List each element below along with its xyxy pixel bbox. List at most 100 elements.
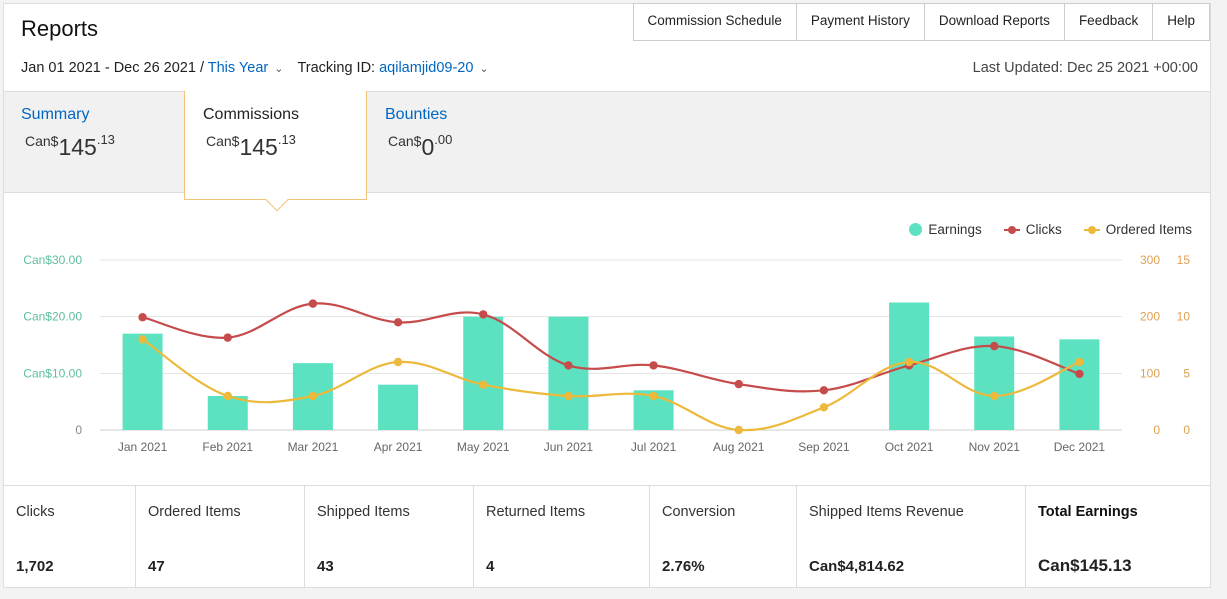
x-tick-label: Jul 2021 [631, 440, 677, 454]
chevron-down-icon[interactable]: ⌄ [274, 63, 284, 75]
currency: Can$ [206, 133, 240, 149]
stat-conversion: Conversion 2.76% [650, 486, 797, 588]
date-range: Jan 01 2021 - Dec 26 2021 [21, 60, 196, 76]
y-right-tick-label: 100 [1140, 366, 1160, 380]
legend-label: Earnings [928, 222, 982, 237]
currency: Can$ [388, 133, 422, 149]
x-tick-label: Oct 2021 [885, 440, 934, 454]
amount-whole: 145 [239, 134, 278, 160]
x-tick-label: Apr 2021 [374, 440, 423, 454]
tracking-id-dropdown[interactable]: aqilamjid09-20 [379, 60, 474, 76]
chart-plot: 0 0 0 Can$10.00 100 5 Can$20.00 200 10 Can$30.00 3… [23, 253, 1191, 454]
x-tick-label: Feb 2021 [202, 440, 253, 454]
legend-label: Clicks [1025, 222, 1062, 237]
clicks-point [479, 310, 488, 319]
stat-returned-items: Returned Items 4 [474, 486, 650, 588]
y-left-tick-label: Can$30.00 [23, 253, 82, 267]
ordered-items-point [1075, 357, 1084, 367]
y-left-tick-label: Can$10.00 [23, 366, 82, 380]
x-tick-label: Jan 2021 [118, 440, 168, 454]
tracking-label: Tracking ID: [297, 60, 376, 76]
stat-value: 4 [486, 558, 495, 575]
legend-earnings[interactable]: Earnings [909, 222, 982, 237]
tab-amount: Can$145.13 [206, 130, 296, 160]
amount-cents: .00 [434, 132, 453, 147]
tab-amount: Can$0.00 [388, 130, 453, 160]
ordered-items-point [990, 391, 999, 401]
x-tick-label: Dec 2021 [1054, 440, 1106, 454]
reports-panel: Reports Commission Schedule Payment Hist… [3, 3, 1211, 588]
clicks-point [819, 386, 829, 395]
feedback-link[interactable]: Feedback [1065, 4, 1154, 40]
stat-label: Shipped Items [317, 504, 410, 520]
stat-label: Total Earnings [1038, 504, 1138, 520]
tab-bounties[interactable]: Bounties Can$0.00 [384, 92, 564, 192]
tab-summary[interactable]: Summary Can$145.13 [4, 92, 184, 192]
amount-cents: .13 [96, 132, 115, 147]
stats-row: Clicks 1,702 Ordered Items 47 Shipped It… [4, 485, 1210, 588]
ordered-items-line [141, 338, 1080, 432]
clicks-point [734, 379, 743, 389]
x-tick-label: Mar 2021 [288, 440, 339, 454]
ordered-items-swatch [1083, 225, 1100, 235]
ordered-items-point [904, 357, 914, 367]
clicks-swatch [1003, 225, 1020, 235]
y-right2-tick-label: 15 [1177, 253, 1191, 267]
clicks-point [649, 361, 658, 370]
y-left-tick-label: Can$20.00 [23, 310, 82, 324]
stat-label: Ordered Items [148, 504, 241, 520]
earnings-chart: Earnings Clicks Ordered Items 0 0 0 Can$10.… [4, 204, 1210, 484]
clicks-point [990, 341, 999, 351]
earnings-bar [974, 336, 1015, 430]
ordered-items-point [564, 391, 573, 401]
stat-value: Can$4,814.62 [809, 558, 905, 575]
last-updated: Last Updated: Dec 25 2021 +00:00 [972, 60, 1198, 76]
clicks-point [393, 318, 403, 327]
tab-label: Summary [21, 106, 90, 123]
stat-value: 1,702 [16, 558, 54, 575]
ordered-items-point [649, 391, 658, 401]
legend-ordered-items[interactable]: Ordered Items [1083, 222, 1192, 237]
x-tick-label: Nov 2021 [969, 440, 1021, 454]
ordered-items-point [819, 403, 829, 412]
stat-label: Conversion [662, 504, 736, 520]
tab-label: Commissions [203, 106, 300, 123]
y-right-tick-label: 300 [1140, 253, 1160, 267]
stat-label: Clicks [16, 504, 55, 520]
stat-total-earnings: Total Earnings Can$145.13 [1026, 486, 1210, 588]
earnings-bar [1059, 339, 1100, 430]
stat-value: 47 [148, 558, 165, 575]
legend-clicks[interactable]: Clicks [1003, 222, 1062, 237]
x-tick-label: Aug 2021 [713, 440, 765, 454]
commission-schedule-link[interactable]: Commission Schedule [634, 4, 797, 40]
clicks-point [223, 333, 232, 342]
top-nav: Commission Schedule Payment History Down… [632, 3, 1210, 41]
date-preset-dropdown[interactable]: This Year [207, 60, 269, 76]
earnings-bar [207, 396, 248, 430]
stat-ordered-items: Ordered Items 47 [136, 486, 305, 588]
help-link[interactable]: Help [1153, 4, 1210, 40]
download-reports-link[interactable]: Download Reports [925, 4, 1065, 40]
y-right2-tick-label: 5 [1183, 366, 1190, 380]
ordered-items-point [479, 380, 488, 389]
tab-commissions[interactable]: Commissions Can$145.13 [184, 91, 367, 212]
stat-label: Returned Items [486, 504, 586, 520]
ordered-items-point [308, 391, 318, 401]
amount-cents: .13 [277, 132, 296, 147]
stat-shipped-items: Shipped Items 43 [305, 486, 474, 588]
earnings-bar [463, 316, 504, 430]
clicks-point [308, 299, 318, 308]
clicks-point [138, 313, 147, 322]
x-tick-label: May 2021 [457, 440, 510, 454]
stat-value: Can$145.13 [1038, 556, 1132, 575]
ordered-items-point [734, 425, 743, 435]
earnings-bar [378, 384, 419, 430]
y-right-tick-label: 0 [1153, 423, 1160, 437]
report-tabs: Summary Can$145.13 Commissions Can$145.1… [4, 91, 1210, 212]
y-left-tick-label: 0 [75, 423, 82, 437]
amount-whole: 0 [421, 134, 435, 160]
payment-history-link[interactable]: Payment History [797, 4, 925, 40]
y-right2-tick-label: 10 [1177, 310, 1191, 324]
chevron-down-icon[interactable]: ⌄ [479, 63, 489, 75]
earnings-bar [122, 333, 163, 430]
